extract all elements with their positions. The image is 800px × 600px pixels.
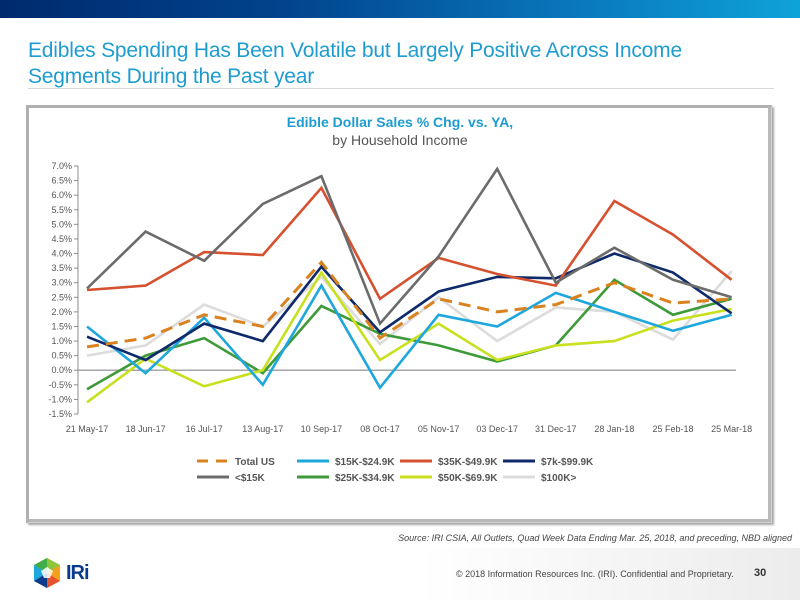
x-tick-label: 13 Aug-17: [242, 424, 283, 434]
legend-label: $100K>: [541, 473, 576, 484]
y-tick-label: 5.5%: [51, 205, 72, 215]
footer-background: [420, 548, 800, 600]
chart-subtitle: by Household Income: [332, 132, 468, 148]
copyright-text: © 2018 Information Resources Inc. (IRI).…: [456, 569, 734, 579]
legend-label: $35K-$49.9K: [438, 457, 498, 468]
y-tick-label: 2.0%: [51, 307, 72, 317]
x-tick-label: 10 Sep-17: [301, 424, 343, 434]
y-tick-label: 4.0%: [51, 249, 72, 259]
y-tick-label: -1.0%: [48, 394, 72, 404]
series-line-35k-49-9k: [86, 185, 733, 301]
legend-label: $50K-$69.9K: [438, 473, 498, 484]
x-tick-label: 05 Nov-17: [418, 424, 460, 434]
legend-label: <$15K: [235, 473, 266, 484]
y-axis: -1.5% -1.0% -0.5% 0.0% 0.5% 1.0% 1.5% 2.0% 2.5% 3…: [48, 161, 79, 419]
slide-title: Edibles Spending Has Been Volatile but L…: [28, 39, 682, 88]
y-tick-label: 1.5%: [51, 321, 72, 331]
y-tick-label: 6.5%: [51, 176, 72, 186]
x-tick-label: 21 May-17: [66, 424, 109, 434]
legend-label: Total US: [235, 457, 275, 468]
x-tick-label: 08 Oct-17: [360, 424, 400, 434]
series-line-15k-24-9k: [86, 283, 732, 390]
header-gradient-bar: [0, 0, 800, 18]
chart-title: Edible Dollar Sales % Chg. vs. YA,: [286, 114, 514, 130]
series-layer: [86, 166, 733, 404]
y-tick-label: -0.5%: [48, 380, 72, 390]
y-tick-label: 0.0%: [51, 365, 72, 375]
series-line-15k: [86, 166, 732, 327]
logo-text: IRi: [66, 562, 90, 584]
y-tick-label: 6.0%: [51, 190, 72, 200]
x-axis: 21 May-17 18 Jun-17 16 Jul-17 13 Aug-17 10 S…: [66, 369, 752, 434]
y-tick-label: -1.5%: [48, 409, 72, 419]
y-tick-label: 0.5%: [51, 351, 72, 361]
y-tick-label: 7.0%: [51, 161, 72, 171]
x-tick-label: 03 Dec-17: [476, 424, 518, 434]
x-tick-label: 16 Jul-17: [186, 424, 223, 434]
y-tick-label: 2.5%: [51, 292, 72, 302]
x-tick-label: 25 Mar-18: [711, 424, 752, 434]
legend-label: $25K-$34.9K: [335, 473, 395, 484]
series-line-total-us: [86, 259, 732, 349]
y-tick-label: 1.0%: [51, 336, 72, 346]
y-tick-label: 3.0%: [51, 278, 72, 288]
y-tick-label: 5.0%: [51, 219, 72, 229]
y-tick-label: 3.5%: [51, 263, 72, 273]
legend: Total US $15K-$24.9K $35K-$49.9K $7k-$99.9K…: [197, 457, 594, 484]
legend-label: $15K-$24.9K: [335, 457, 395, 468]
series-line-50k-69-9k: [86, 270, 732, 404]
series-line-100k: [86, 270, 733, 357]
source-note: Source: IRI CSIA, All Outlets, Quad Week…: [398, 533, 792, 543]
page-number: 30: [754, 567, 767, 579]
series-line-7k-99-9k: [86, 252, 733, 362]
x-tick-label: 28 Jan-18: [594, 424, 634, 434]
y-tick-label: 4.5%: [51, 234, 72, 244]
chart-frame: [26, 105, 772, 523]
title-divider: [28, 88, 774, 89]
x-tick-label: 31 Dec-17: [535, 424, 577, 434]
x-tick-label: 25 Feb-18: [652, 424, 693, 434]
iri-hexagon-logo-icon: [34, 558, 60, 588]
legend-label: $7k-$99.9K: [541, 457, 594, 468]
x-tick-label: 18 Jun-17: [126, 424, 166, 434]
